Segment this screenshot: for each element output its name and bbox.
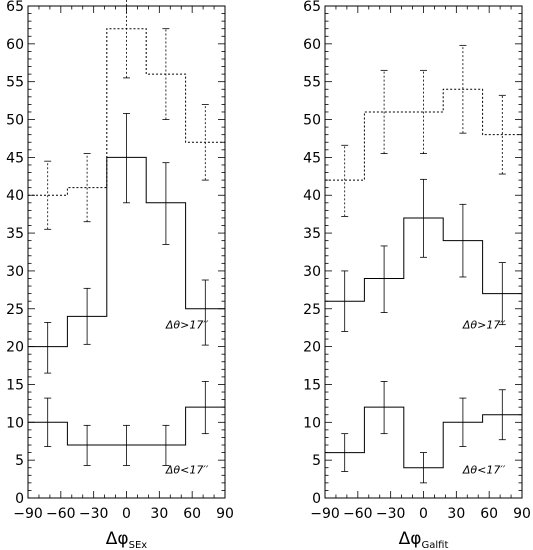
series-3: Δθ<17′′: [325, 381, 522, 484]
y-tick-label: 35: [6, 226, 24, 242]
series-3: Δθ<17′′: [28, 381, 225, 476]
y-tick-label: 65: [6, 0, 24, 15]
y-tick-label: 50: [6, 113, 24, 129]
y-tick-label: 10: [303, 415, 321, 431]
y-tick-label: 20: [303, 340, 321, 356]
y-tick-label: 5: [15, 453, 24, 469]
x-tick-label: −60: [343, 506, 373, 522]
x-tick-label: −60: [46, 506, 76, 522]
y-tick-label: 45: [303, 150, 321, 166]
x-axis-title-base: Δφ: [106, 529, 129, 549]
x-axis-title-subscript: Galfit: [421, 540, 448, 550]
y-tick-label: 35: [303, 226, 321, 242]
series-annotation: Δθ<17′′: [462, 463, 506, 476]
y-tick-label: 0: [15, 491, 24, 507]
x-axis-title: ΔφSEx: [106, 529, 148, 550]
chart-panel-1: 0 5 10 15 20 25 30 35 40 45 50 55 60 65 −90 −60 −30 0 30 60…: [6, 0, 234, 550]
y-tick-label: 40: [6, 188, 24, 204]
y-tick-label: 10: [6, 415, 24, 431]
y-tick-label: 40: [303, 188, 321, 204]
chart-panel-2: 0 5 10 15 20 25 30 35 40 45 50 55 60 65 −90 −60 −30 0 30 60…: [303, 0, 531, 550]
x-tick-label: −30: [376, 506, 406, 522]
y-tick-label: 0: [312, 491, 321, 507]
y-tick-label: 65: [303, 0, 321, 15]
series-annotation: Δθ>17′′: [462, 318, 506, 331]
histogram-step-line: [325, 88, 522, 181]
series-2: Δθ>17′′: [28, 113, 225, 374]
y-tick-label: 25: [6, 302, 24, 318]
series-annotation: Δθ<17′′: [165, 463, 209, 476]
series-1: [28, 0, 225, 230]
x-tick-label: 90: [513, 506, 531, 522]
x-tick-label: 60: [183, 506, 201, 522]
x-tick-label: −90: [13, 506, 43, 522]
y-tick-label: 55: [6, 75, 24, 91]
x-tick-label: −30: [79, 506, 109, 522]
x-axis-title: ΔφGalfit: [399, 529, 449, 550]
x-tick-label: 30: [150, 506, 168, 522]
y-tick-label: 20: [6, 340, 24, 356]
y-tick-label: 15: [303, 377, 321, 393]
y-tick-label: 50: [303, 113, 321, 129]
plot-frame: [27, 5, 226, 499]
series-annotation: Δθ>17′′: [165, 318, 209, 331]
y-tick-label: 5: [312, 453, 321, 469]
x-tick-label: −90: [310, 506, 340, 522]
y-tick-label: 60: [6, 37, 24, 53]
x-tick-label: 0: [419, 506, 428, 522]
y-tick-label: 55: [303, 75, 321, 91]
series-2: Δθ>17′′: [325, 178, 522, 332]
y-tick-label: 25: [303, 302, 321, 318]
y-tick-label: 15: [6, 377, 24, 393]
x-axis-title-subscript: SEx: [129, 540, 148, 550]
y-tick-label: 60: [303, 37, 321, 53]
y-tick-label: 30: [303, 264, 321, 280]
x-tick-label: 60: [480, 506, 498, 522]
series-1: [325, 44, 522, 217]
x-tick-label: 0: [122, 506, 131, 522]
x-tick-label: 90: [216, 506, 234, 522]
x-tick-label: 30: [447, 506, 465, 522]
x-axis-title-base: Δφ: [399, 529, 422, 549]
y-tick-label: 30: [6, 264, 24, 280]
y-tick-label: 45: [6, 150, 24, 166]
